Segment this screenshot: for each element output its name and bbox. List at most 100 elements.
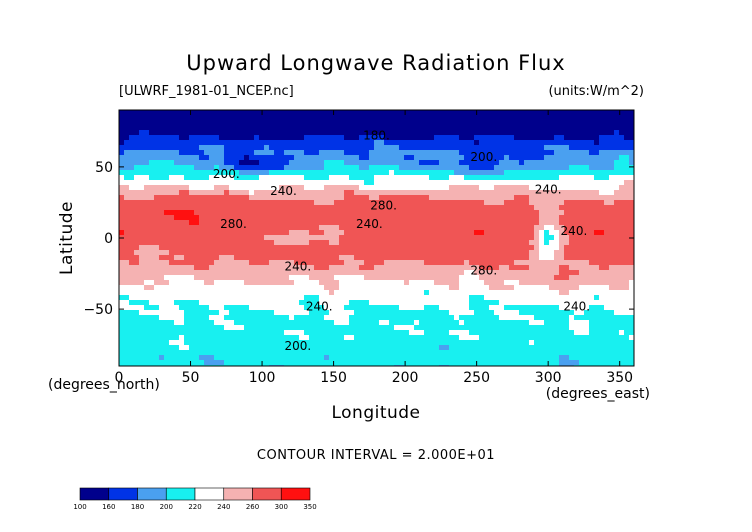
field-cell (284, 305, 290, 311)
field-cell (624, 285, 630, 291)
field-cell (389, 325, 395, 331)
field-cell (234, 350, 240, 356)
field-cell (619, 300, 625, 306)
field-cell (379, 160, 385, 166)
field-cell (564, 120, 570, 126)
field-cell (544, 260, 550, 266)
field-cell (319, 240, 325, 246)
field-cell (359, 245, 365, 251)
field-cell (314, 265, 320, 271)
field-cell (289, 110, 295, 116)
field-cell (489, 110, 495, 116)
field-cell (389, 225, 395, 231)
field-cell (214, 125, 220, 131)
field-cell (169, 250, 175, 256)
field-cell (219, 225, 225, 231)
field-cell (489, 225, 495, 231)
field-cell (474, 220, 480, 226)
field-cell (534, 200, 540, 206)
field-cell (249, 135, 255, 141)
field-cell (159, 175, 165, 181)
field-cell (469, 330, 475, 336)
field-cell (314, 200, 320, 206)
field-cell (604, 255, 610, 261)
field-cell (469, 325, 475, 331)
field-cell (629, 155, 634, 161)
field-cell (299, 170, 305, 176)
field-cell (619, 190, 625, 196)
field-cell (139, 215, 145, 221)
field-cell (524, 340, 530, 346)
field-cell (204, 255, 210, 261)
field-cell (239, 315, 245, 321)
field-cell (514, 210, 520, 216)
field-cell (354, 325, 360, 331)
field-cell (134, 130, 140, 136)
field-cell (454, 170, 460, 176)
field-cell (519, 215, 525, 221)
field-cell (339, 155, 345, 161)
field-cell (554, 185, 560, 191)
field-cell (144, 245, 150, 251)
field-cell (154, 295, 160, 301)
field-cell (419, 235, 425, 241)
field-cell (559, 180, 565, 186)
field-cell (404, 125, 410, 131)
field-cell (604, 110, 610, 116)
field-cell (494, 310, 500, 316)
field-cell (469, 230, 475, 236)
field-cell (444, 185, 450, 191)
field-cell (179, 195, 185, 201)
field-cell (479, 125, 485, 131)
field-cell (379, 340, 385, 346)
field-cell (394, 290, 400, 296)
field-cell (549, 315, 555, 321)
field-cell (574, 280, 580, 286)
field-cell (629, 190, 634, 196)
field-cell (119, 120, 125, 126)
field-cell (569, 305, 575, 311)
field-cell (169, 170, 175, 176)
field-cell (309, 200, 315, 206)
field-cell (604, 225, 610, 231)
field-cell (464, 135, 470, 141)
field-cell (499, 320, 505, 326)
field-cell (364, 305, 370, 311)
field-cell (319, 155, 325, 161)
field-cell (139, 275, 145, 281)
field-cell (604, 310, 610, 316)
field-cell (464, 305, 470, 311)
field-cell (529, 165, 535, 171)
field-cell (549, 265, 555, 271)
field-cell (469, 185, 475, 191)
field-cell (339, 130, 345, 136)
field-cell (154, 345, 160, 351)
field-cell (539, 145, 545, 151)
field-cell (319, 340, 325, 346)
field-cell (189, 175, 195, 181)
field-cell (239, 225, 245, 231)
field-cell (284, 350, 290, 356)
field-cell (514, 270, 520, 276)
field-cell (484, 325, 490, 331)
field-cell (399, 310, 405, 316)
field-cell (624, 125, 630, 131)
field-cell (214, 315, 220, 321)
field-cell (589, 275, 595, 281)
field-cell (204, 230, 210, 236)
field-cell (419, 315, 425, 321)
field-cell (449, 275, 455, 281)
field-cell (354, 315, 360, 321)
field-cell (619, 290, 625, 296)
field-cell (294, 230, 300, 236)
field-cell (354, 175, 360, 181)
field-cell (524, 200, 530, 206)
field-cell (124, 200, 130, 206)
field-cell (159, 135, 165, 141)
field-cell (189, 205, 195, 211)
field-cell (274, 350, 280, 356)
field-cell (204, 320, 210, 326)
field-cell (139, 240, 145, 246)
field-cell (134, 245, 140, 251)
field-cell (239, 250, 245, 256)
